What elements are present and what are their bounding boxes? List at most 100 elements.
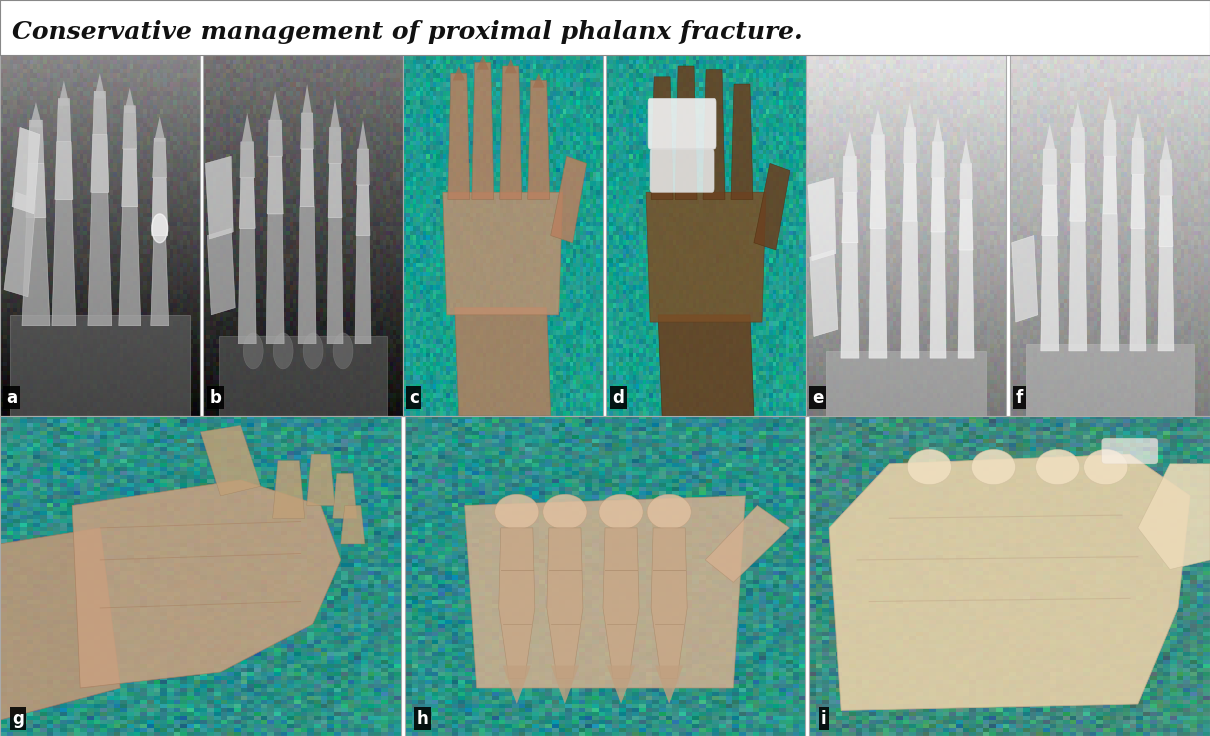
Circle shape — [333, 333, 353, 369]
Polygon shape — [58, 80, 69, 106]
Polygon shape — [73, 480, 341, 688]
Polygon shape — [904, 127, 916, 163]
Polygon shape — [52, 199, 76, 325]
Polygon shape — [12, 127, 40, 214]
Polygon shape — [54, 142, 73, 199]
Polygon shape — [455, 308, 551, 416]
Text: g: g — [12, 710, 24, 728]
Polygon shape — [91, 135, 109, 192]
Polygon shape — [358, 120, 368, 149]
Polygon shape — [1012, 236, 1038, 322]
Circle shape — [243, 333, 264, 369]
Polygon shape — [845, 131, 855, 156]
Polygon shape — [272, 461, 305, 518]
Polygon shape — [1102, 156, 1117, 214]
FancyBboxPatch shape — [650, 149, 714, 192]
Polygon shape — [658, 315, 754, 416]
Text: f: f — [1015, 389, 1022, 407]
Polygon shape — [808, 178, 836, 261]
Polygon shape — [94, 74, 105, 99]
Polygon shape — [930, 232, 946, 358]
Polygon shape — [242, 113, 253, 142]
Polygon shape — [306, 454, 335, 506]
Circle shape — [908, 450, 951, 485]
Polygon shape — [1159, 160, 1172, 196]
Polygon shape — [1042, 185, 1058, 236]
Polygon shape — [872, 109, 883, 135]
Polygon shape — [465, 496, 745, 688]
Polygon shape — [1162, 135, 1170, 160]
Polygon shape — [270, 91, 281, 120]
Polygon shape — [675, 66, 697, 199]
Polygon shape — [333, 473, 357, 518]
Polygon shape — [298, 207, 316, 344]
Polygon shape — [960, 163, 973, 199]
Polygon shape — [1068, 221, 1087, 351]
Polygon shape — [206, 156, 234, 239]
Polygon shape — [646, 192, 766, 322]
Circle shape — [495, 495, 538, 529]
Polygon shape — [651, 77, 673, 199]
Polygon shape — [302, 84, 312, 113]
Polygon shape — [809, 250, 837, 336]
Polygon shape — [477, 55, 489, 70]
Polygon shape — [356, 185, 370, 236]
Polygon shape — [1159, 196, 1172, 247]
Text: Conservative management of proximal phalanx fracture.: Conservative management of proximal phal… — [12, 20, 803, 44]
Polygon shape — [1071, 127, 1085, 163]
Polygon shape — [505, 59, 517, 74]
Polygon shape — [826, 351, 986, 416]
Polygon shape — [29, 102, 42, 127]
Polygon shape — [93, 91, 106, 135]
Polygon shape — [1101, 214, 1119, 351]
Polygon shape — [903, 163, 917, 221]
Circle shape — [151, 214, 168, 243]
Polygon shape — [238, 228, 257, 344]
Circle shape — [972, 450, 1015, 485]
Polygon shape — [503, 665, 531, 704]
Polygon shape — [355, 236, 371, 344]
Polygon shape — [341, 506, 365, 544]
Polygon shape — [122, 149, 138, 207]
Polygon shape — [603, 528, 639, 679]
Polygon shape — [330, 99, 340, 127]
Circle shape — [647, 495, 691, 529]
Polygon shape — [453, 66, 465, 80]
Polygon shape — [829, 454, 1189, 710]
Polygon shape — [901, 221, 920, 358]
Polygon shape — [1026, 344, 1194, 416]
Polygon shape — [1137, 464, 1210, 570]
Polygon shape — [201, 425, 260, 496]
Polygon shape — [327, 218, 344, 344]
Polygon shape — [905, 102, 915, 127]
Polygon shape — [1131, 138, 1145, 174]
Polygon shape — [754, 163, 790, 250]
Polygon shape — [1070, 163, 1085, 221]
Text: i: i — [822, 710, 826, 728]
Polygon shape — [443, 192, 563, 315]
Polygon shape — [842, 156, 857, 192]
Polygon shape — [472, 63, 494, 199]
Polygon shape — [328, 163, 342, 218]
Polygon shape — [329, 127, 341, 163]
Polygon shape — [301, 113, 313, 149]
Text: a: a — [6, 389, 17, 407]
Polygon shape — [607, 665, 635, 704]
Polygon shape — [151, 178, 168, 236]
Polygon shape — [500, 66, 522, 199]
Polygon shape — [88, 192, 111, 325]
Polygon shape — [651, 528, 687, 679]
Polygon shape — [1104, 120, 1117, 156]
Polygon shape — [705, 506, 789, 582]
Polygon shape — [240, 142, 254, 178]
Circle shape — [273, 333, 293, 369]
Polygon shape — [125, 88, 136, 113]
Polygon shape — [240, 178, 255, 228]
Polygon shape — [962, 138, 970, 163]
Polygon shape — [300, 149, 315, 207]
Polygon shape — [932, 142, 944, 178]
Polygon shape — [930, 178, 945, 232]
Text: b: b — [209, 389, 221, 407]
Polygon shape — [551, 665, 578, 704]
Polygon shape — [551, 156, 587, 243]
